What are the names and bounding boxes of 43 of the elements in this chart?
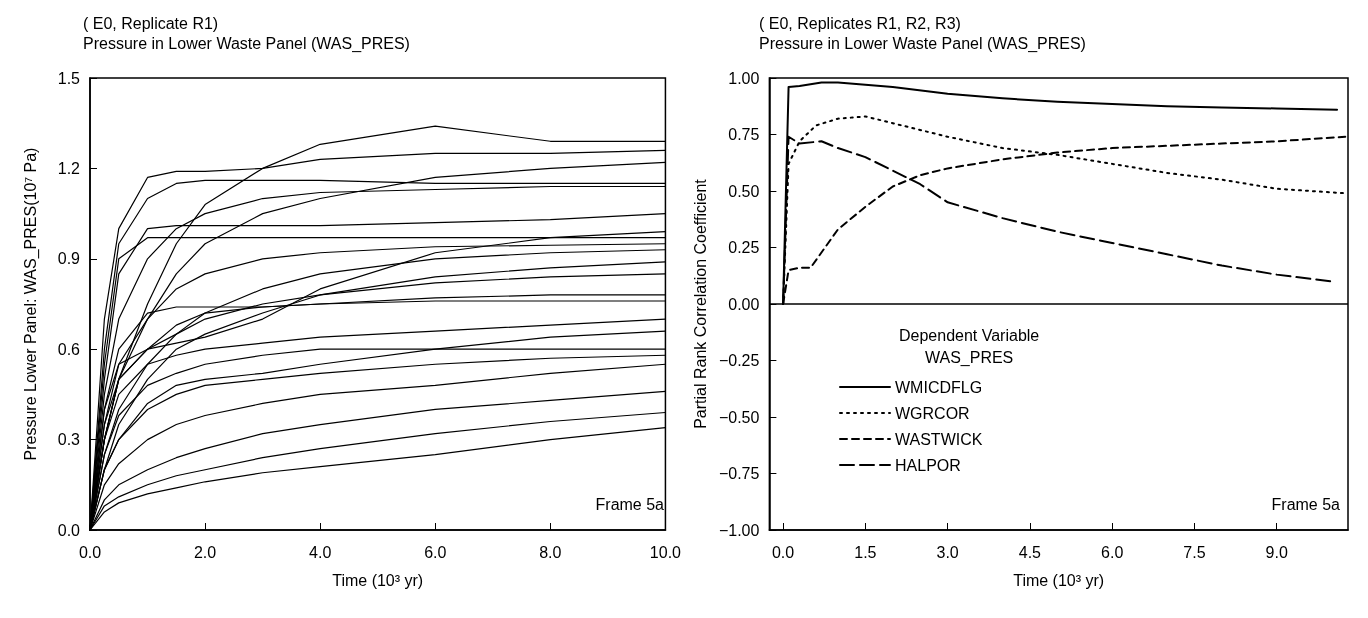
x-tick-label: 6.0 [424, 543, 447, 561]
y-axis-title: Partial Rank Correlation Coefficient [691, 178, 709, 429]
x-tick-label: 7.5 [1183, 543, 1206, 561]
chart-title: ( E0, Replicates R1, R2, R3) [759, 14, 961, 32]
y-tick-label: 1.2 [57, 159, 81, 177]
y-tick-label: 0.9 [57, 250, 81, 268]
x-axis-title: Time (10³ yr) [332, 571, 424, 589]
y-tick-label: 0.50 [728, 182, 760, 200]
x-tick-label: 2.0 [193, 543, 217, 561]
x-tick-label: 10.0 [649, 543, 682, 561]
y-tick-label: −1.00 [718, 521, 760, 539]
x-tick-label: 8.0 [539, 543, 562, 561]
legend-label: WASTWICK [895, 430, 983, 448]
x-tick-label: 1.5 [854, 543, 877, 561]
x-tick-label: 6.0 [1101, 543, 1124, 561]
y-tick-label: 0.3 [57, 431, 81, 449]
y-tick-label: 0.75 [728, 126, 760, 143]
y-tick-label: 1.00 [728, 69, 760, 87]
legend-label: WMICDFLG [895, 378, 983, 396]
annotation: Frame 5a [1271, 495, 1341, 513]
x-tick-label: 4.5 [1018, 543, 1042, 561]
x-tick-label: 4.0 [309, 543, 332, 561]
y-tick-label: 0.0 [57, 521, 81, 539]
legend-label: WGRCOR [895, 404, 970, 422]
chart-title: ( E0, Replicate R1) [83, 14, 219, 32]
legend-title: Dependent Variable WAS_PRES [899, 326, 1040, 367]
y-tick-label: 0.00 [728, 295, 760, 313]
x-tick-label: 0.0 [78, 543, 102, 561]
chart-subtitle: Pressure in Lower Waste Panel (WAS_PRES) [83, 34, 410, 53]
legend-label: HALPOR [895, 456, 961, 474]
x-axis-title: Time (10³ yr) [1013, 571, 1105, 589]
y-tick-label: −0.25 [718, 352, 760, 369]
x-tick-label: 0.0 [771, 543, 795, 561]
y-axis-title: Pressure Lower Panel: WAS_PRES(10⁷ Pa) [21, 147, 40, 461]
y-tick-label: 0.25 [728, 239, 760, 256]
y-tick-label: 1.5 [57, 69, 81, 87]
y-tick-label: 0.6 [57, 340, 81, 358]
annotation: Frame 5a [595, 495, 665, 513]
x-tick-label: 3.0 [936, 543, 959, 561]
y-tick-label: −0.50 [718, 408, 760, 426]
y-tick-label: −0.75 [718, 465, 760, 482]
chart-subtitle: Pressure in Lower Waste Panel (WAS_PRES) [759, 34, 1086, 53]
x-tick-label: 9.0 [1265, 543, 1288, 561]
